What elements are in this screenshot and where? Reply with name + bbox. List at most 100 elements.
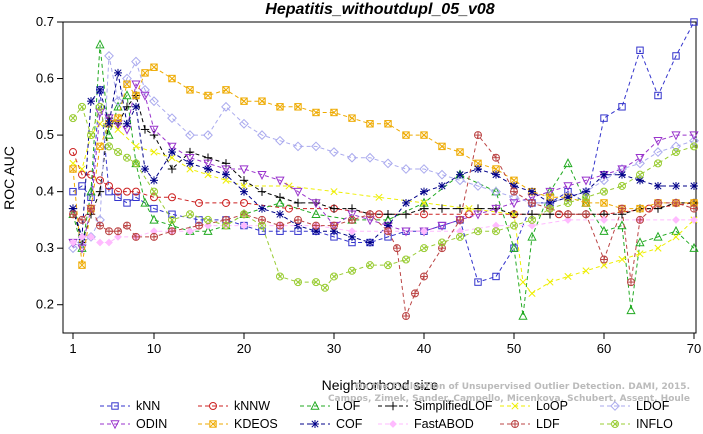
point-ldf [636, 215, 644, 224]
point-ldof [275, 135, 285, 146]
point-kdeos [402, 131, 410, 139]
point-cof [87, 97, 95, 106]
point-simplifiedlof [140, 125, 150, 134]
point-fastabod [69, 238, 77, 247]
point-ldof [419, 164, 429, 174]
point-loop [582, 267, 590, 275]
point-knn [600, 114, 608, 122]
point-knnw [285, 204, 293, 213]
point-loop [330, 188, 338, 196]
point-ldof [77, 237, 87, 248]
point-loop [465, 205, 473, 213]
point-odin [689, 131, 699, 141]
series-line-simplifiedlof [72, 94, 694, 245]
point-ldof [149, 96, 159, 107]
point-knn [690, 18, 698, 26]
point-cof [240, 187, 248, 196]
point-knnw [96, 176, 104, 185]
x-axis: 1 10 20 30 40 50 60 70 [69, 333, 701, 356]
point-ldof [491, 186, 501, 197]
point-simplifiedlof [149, 130, 159, 140]
point-kdeos [240, 97, 248, 105]
point-knn [69, 187, 77, 196]
point-loop [114, 125, 122, 133]
series-line-fastabod [72, 219, 694, 243]
point-odin [131, 80, 141, 90]
x-tick-label: 20 [237, 341, 251, 356]
point-inflo [510, 221, 518, 230]
point-kdeos [456, 148, 464, 156]
legend-label: INFLO [636, 417, 673, 431]
point-kdeos [312, 108, 320, 117]
legend-item-kdeos: KDEOS [198, 417, 278, 431]
point-odin [437, 221, 447, 231]
point-knnw [168, 193, 176, 202]
point-loop [510, 210, 518, 218]
legend-label: LDF [536, 417, 560, 431]
point-fastabod [528, 221, 536, 230]
point-inflo [258, 221, 266, 230]
legend-item-knn: kNN [100, 399, 160, 413]
legend-swatch-marker [611, 420, 619, 428]
point-inflo [456, 232, 464, 241]
point-cof [168, 148, 176, 157]
point-kdeos [132, 91, 140, 100]
point-ldf [132, 232, 140, 241]
point-cof [150, 176, 158, 185]
point-kdeos [366, 120, 374, 128]
point-inflo [672, 148, 680, 157]
point-odin [545, 187, 555, 197]
point-odin [401, 227, 411, 237]
series-cof [69, 68, 698, 247]
point-kdeos [348, 114, 356, 122]
point-inflo [96, 102, 104, 111]
point-ldof [86, 231, 96, 242]
y-tick-label: 0.7 [36, 14, 54, 29]
y-tick-label: 0.3 [36, 240, 54, 255]
point-inflo [474, 227, 482, 236]
point-ldof [401, 164, 411, 174]
series-line-inflo [72, 104, 695, 289]
y-tick-label: 0.6 [36, 71, 54, 86]
point-inflo [168, 215, 176, 224]
point-knnw [114, 187, 122, 196]
point-inflo [546, 204, 554, 213]
point-knn [636, 46, 644, 54]
point-inflo [132, 159, 140, 168]
point-ldf [312, 221, 320, 230]
point-inflo [366, 261, 374, 270]
point-lof [635, 237, 645, 247]
point-ldf [150, 232, 158, 241]
x-tick-label: 70 [687, 341, 701, 356]
point-kdeos [510, 176, 518, 185]
point-simplifiedlof [419, 204, 429, 213]
point-ldof [671, 141, 681, 152]
point-kdeos [294, 103, 302, 111]
point-lof [95, 39, 105, 49]
series-kdeos [69, 63, 698, 269]
point-kdeos [582, 199, 590, 207]
point-odin [203, 159, 213, 169]
point-fastabod [105, 238, 113, 247]
point-lof [203, 225, 213, 235]
y-tick-label: 0.5 [36, 127, 54, 142]
point-ldof [122, 73, 132, 84]
point-cof [402, 198, 410, 207]
point-loop [636, 250, 644, 258]
point-cof [438, 181, 446, 190]
point-odin [275, 176, 285, 186]
legend-item-fastabod: FastABOD [378, 417, 474, 431]
series-line-ldof [72, 55, 695, 249]
point-odin [167, 142, 177, 152]
point-inflo [582, 193, 590, 202]
point-loop [654, 244, 662, 252]
series-line-ldf [72, 133, 695, 318]
point-knnw [645, 204, 653, 213]
point-inflo [564, 198, 572, 207]
point-inflo [186, 210, 194, 219]
point-kdeos [330, 108, 338, 117]
legend-swatch-marker [511, 402, 519, 410]
point-simplifiedlof [437, 204, 447, 213]
series-loop [69, 120, 698, 297]
series-line-odin [72, 83, 694, 250]
